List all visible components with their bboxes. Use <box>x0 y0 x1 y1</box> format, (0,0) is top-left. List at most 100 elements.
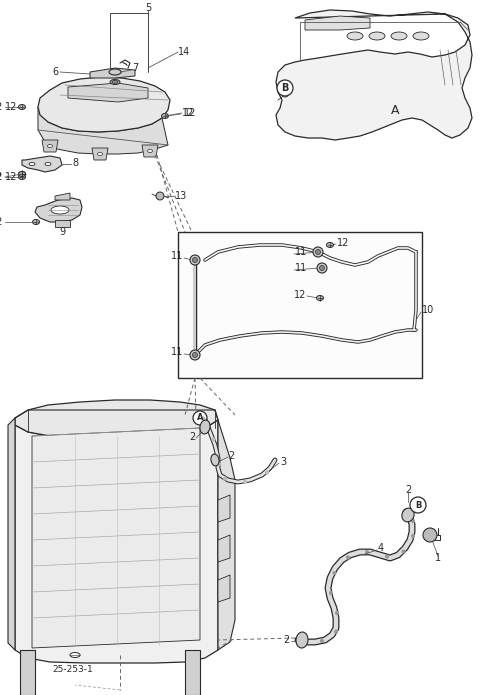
Ellipse shape <box>112 81 118 83</box>
Ellipse shape <box>161 113 168 119</box>
Circle shape <box>333 571 336 575</box>
Circle shape <box>320 265 324 270</box>
Text: 14: 14 <box>178 47 190 57</box>
Text: 25-253-1: 25-253-1 <box>52 666 93 675</box>
Polygon shape <box>42 140 58 152</box>
Ellipse shape <box>97 152 103 156</box>
Circle shape <box>329 591 333 594</box>
Text: 3: 3 <box>280 457 286 467</box>
Ellipse shape <box>110 79 120 85</box>
Circle shape <box>217 462 220 466</box>
Text: A: A <box>391 104 399 117</box>
Circle shape <box>317 263 327 273</box>
Text: 12: 12 <box>5 172 17 182</box>
Ellipse shape <box>19 104 25 110</box>
Ellipse shape <box>45 163 51 165</box>
Text: 2: 2 <box>284 635 290 645</box>
Circle shape <box>321 639 324 642</box>
Text: 1: 1 <box>435 553 441 563</box>
Polygon shape <box>55 193 70 200</box>
Polygon shape <box>276 10 472 140</box>
Circle shape <box>224 477 227 480</box>
Ellipse shape <box>19 172 25 177</box>
Circle shape <box>336 612 338 614</box>
Text: 2: 2 <box>405 485 411 495</box>
Text: B: B <box>281 83 288 93</box>
Circle shape <box>402 550 405 553</box>
Text: 7: 7 <box>132 63 138 73</box>
Ellipse shape <box>51 206 69 214</box>
Circle shape <box>212 438 215 441</box>
Text: 12: 12 <box>0 172 3 182</box>
Text: 13: 13 <box>175 191 187 201</box>
Polygon shape <box>22 156 62 172</box>
Ellipse shape <box>33 220 39 224</box>
Polygon shape <box>218 420 235 650</box>
Text: 8: 8 <box>72 158 78 168</box>
Ellipse shape <box>200 420 210 434</box>
Circle shape <box>190 255 200 265</box>
Circle shape <box>385 555 388 558</box>
Ellipse shape <box>29 163 35 165</box>
Text: 2: 2 <box>190 432 196 442</box>
Circle shape <box>202 417 205 420</box>
Text: 12: 12 <box>337 238 349 248</box>
Text: 6: 6 <box>52 67 58 77</box>
Circle shape <box>190 350 200 360</box>
Polygon shape <box>142 145 158 157</box>
Ellipse shape <box>316 295 324 300</box>
Polygon shape <box>305 16 370 30</box>
Ellipse shape <box>19 174 25 179</box>
Ellipse shape <box>211 454 219 466</box>
Circle shape <box>156 192 164 200</box>
Circle shape <box>335 630 337 633</box>
Ellipse shape <box>147 149 153 152</box>
Polygon shape <box>15 400 218 437</box>
Polygon shape <box>15 420 218 663</box>
Circle shape <box>410 497 426 513</box>
Text: 12: 12 <box>0 102 3 112</box>
Ellipse shape <box>413 32 429 40</box>
Polygon shape <box>8 418 15 650</box>
Text: B: B <box>415 500 421 509</box>
Ellipse shape <box>402 508 414 522</box>
Polygon shape <box>38 77 170 132</box>
Text: 11: 11 <box>295 263 307 273</box>
Text: 4: 4 <box>378 543 384 553</box>
Circle shape <box>302 639 305 642</box>
Ellipse shape <box>347 32 363 40</box>
Text: 11: 11 <box>171 347 183 357</box>
Text: 11: 11 <box>295 247 307 257</box>
Circle shape <box>411 519 415 523</box>
Polygon shape <box>218 575 230 602</box>
Ellipse shape <box>282 93 288 97</box>
Circle shape <box>423 528 437 542</box>
Polygon shape <box>218 535 230 562</box>
Text: 9: 9 <box>59 227 65 237</box>
Polygon shape <box>185 650 200 695</box>
Polygon shape <box>218 495 230 522</box>
Text: A: A <box>197 414 203 423</box>
Circle shape <box>193 411 207 425</box>
Polygon shape <box>35 198 82 222</box>
Polygon shape <box>38 107 168 154</box>
Ellipse shape <box>109 69 121 75</box>
Ellipse shape <box>296 632 308 648</box>
Circle shape <box>192 258 197 263</box>
Circle shape <box>313 247 323 257</box>
Ellipse shape <box>391 32 407 40</box>
Ellipse shape <box>326 243 334 247</box>
Circle shape <box>411 534 415 537</box>
Circle shape <box>365 550 369 553</box>
Ellipse shape <box>19 172 25 177</box>
Polygon shape <box>32 428 200 648</box>
Text: 12: 12 <box>0 172 3 182</box>
Circle shape <box>243 480 247 484</box>
Polygon shape <box>92 148 108 160</box>
Circle shape <box>277 80 293 96</box>
Polygon shape <box>20 650 35 695</box>
Text: 10: 10 <box>422 305 434 315</box>
Ellipse shape <box>369 32 385 40</box>
Text: 11: 11 <box>171 251 183 261</box>
Polygon shape <box>178 232 422 378</box>
